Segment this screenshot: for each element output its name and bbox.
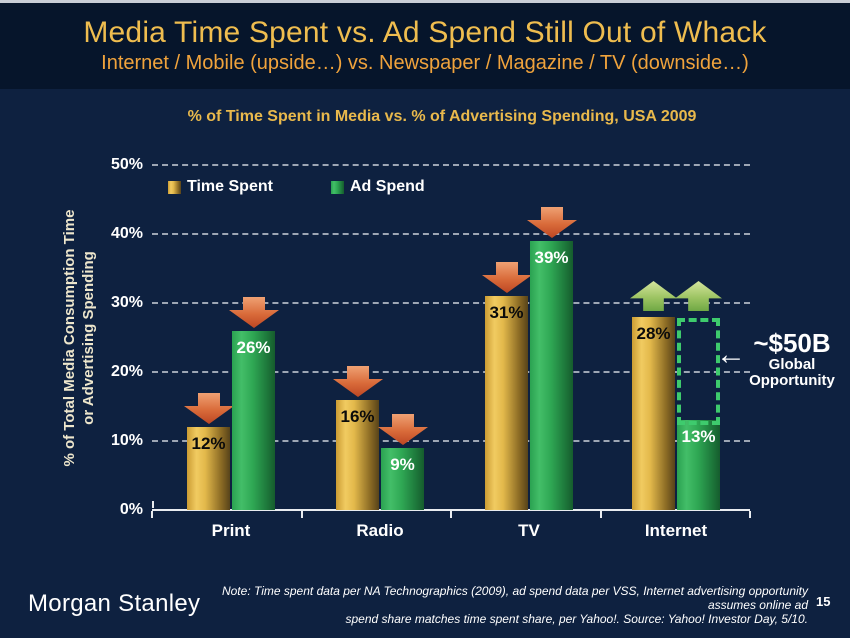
category-label-tv: TV xyxy=(518,521,540,540)
legend-label-ad-spend: Ad Spend xyxy=(350,178,425,195)
source-note: Note: Time spent data per NA Technograph… xyxy=(190,584,808,626)
category-label-radio: Radio xyxy=(356,521,404,540)
source-note-line2: spend share matches time spent share, pe… xyxy=(345,612,809,626)
category-label-internet: Internet xyxy=(644,521,708,540)
bar-internet-time-spent: 28% xyxy=(632,317,675,510)
y-axis-stub xyxy=(152,501,154,508)
x-axis-tick xyxy=(301,511,303,518)
up-arrow-icon-internet xyxy=(675,281,722,311)
bar-radio-ad-spend: 9% xyxy=(381,448,424,510)
y-axis-title: % of Total Media Consumption Time or Adv… xyxy=(60,143,100,533)
x-axis-tick xyxy=(600,511,602,518)
annotation-arrow-icon: ← xyxy=(716,338,746,371)
grid-line-10% xyxy=(152,440,750,442)
legend-swatch-gold xyxy=(168,180,181,194)
x-axis-line xyxy=(152,509,750,511)
bar-value-label: 28% xyxy=(636,324,671,343)
opportunity-line2: Opportunity xyxy=(749,372,835,389)
chart-title: % of Time Spent in Media vs. % of Advert… xyxy=(187,108,697,125)
grid-line-50% xyxy=(152,164,750,166)
y-axis-title-line2: or Advertising Spending xyxy=(80,251,97,425)
up-arrow-icon-internet xyxy=(630,281,677,311)
legend-swatch-green xyxy=(331,180,344,194)
morgan-stanley-logo: Morgan Stanley xyxy=(28,590,201,617)
bar-value-label: 31% xyxy=(489,303,524,322)
page-number: 15 xyxy=(816,594,831,609)
bar-tv-ad-spend: 39% xyxy=(530,241,573,510)
bar-print-time-spent: 12% xyxy=(187,427,230,510)
y-tick-label-0%: 0% xyxy=(119,501,143,518)
grid-line-20% xyxy=(152,371,750,373)
x-axis-tick xyxy=(749,511,751,518)
y-tick-label-30%: 30% xyxy=(110,294,143,311)
bar-value-label: 12% xyxy=(191,434,226,453)
down-arrow-icon-print xyxy=(184,393,234,424)
title-banner: Media Time Spent vs. Ad Spend Still Out … xyxy=(0,3,850,89)
y-tick-label-10%: 10% xyxy=(110,432,143,449)
grid-line-40% xyxy=(152,233,750,235)
x-axis-tick xyxy=(151,511,153,518)
grid-line-30% xyxy=(152,302,750,304)
bar-value-label: 16% xyxy=(340,407,375,426)
opportunity-gap-box xyxy=(677,318,720,425)
y-axis-title-line1: % of Total Media Consumption Time xyxy=(61,209,78,467)
opportunity-annotation: ~$50B Global Opportunity xyxy=(746,329,838,389)
bar-internet-ad-spend: 13% xyxy=(677,420,720,510)
down-arrow-icon-tv xyxy=(482,262,532,293)
bar-value-label: 9% xyxy=(390,455,415,474)
legend-item-time-spent: Time Spent xyxy=(168,178,273,196)
y-tick-label-40%: 40% xyxy=(110,225,143,242)
bar-value-label: 39% xyxy=(534,248,569,267)
legend-item-ad-spend: Ad Spend xyxy=(331,178,425,196)
slide-title: Media Time Spent vs. Ad Spend Still Out … xyxy=(83,16,767,49)
bar-radio-time-spent: 16% xyxy=(336,400,379,510)
slide-subtitle: Internet / Mobile (upside…) vs. Newspape… xyxy=(101,52,749,74)
bar-print-ad-spend: 26% xyxy=(232,331,275,510)
y-tick-label-50%: 50% xyxy=(110,156,143,173)
legend-label-time-spent: Time Spent xyxy=(187,178,273,195)
top-divider xyxy=(0,0,850,3)
x-axis-tick xyxy=(450,511,452,518)
bar-value-label: 26% xyxy=(236,338,271,357)
bar-tv-time-spent: 31% xyxy=(485,296,528,510)
bar-value-label: 13% xyxy=(681,427,716,446)
category-label-print: Print xyxy=(211,521,251,540)
source-note-line1: Note: Time spent data per NA Technograph… xyxy=(221,584,808,612)
opportunity-value: ~$50B xyxy=(753,328,831,358)
opportunity-line1: Global xyxy=(768,356,816,373)
y-tick-label-20%: 20% xyxy=(110,363,143,380)
